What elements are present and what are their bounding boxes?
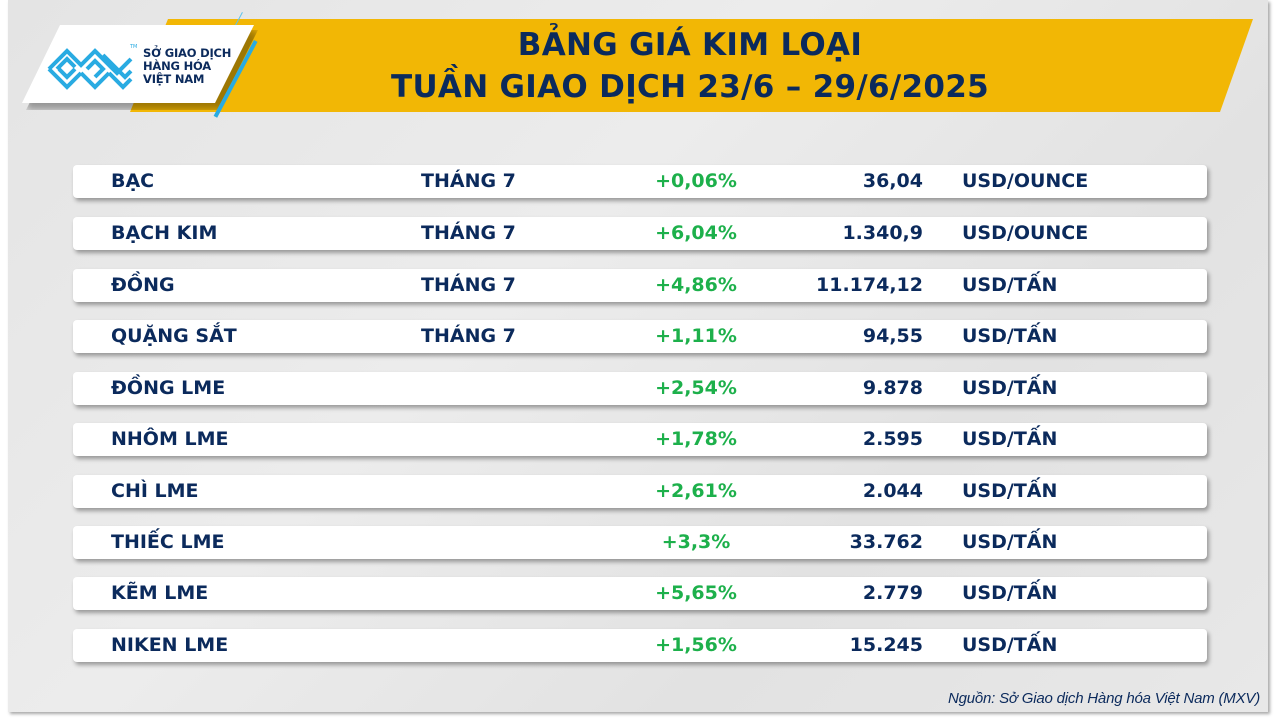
source-note: Nguồn: Sở Giao dịch Hàng hóa Việt Nam (M… (947, 690, 1260, 707)
mxv-logo-icon (47, 48, 133, 90)
table-row: BẠC THÁNG 7 +0,06% 36,04 USD/OUNCE (73, 165, 1207, 198)
title-line-1: BẢNG GIÁ KIM LOẠI (517, 27, 863, 63)
price-unit: USD/TẤN (962, 582, 1058, 604)
table-row: BẠCH KIM THÁNG 7 +6,04% 1.340,9 USD/OUNC… (73, 217, 1207, 250)
contract-month: THÁNG 7 (421, 274, 516, 296)
price-unit: USD/TẤN (962, 325, 1058, 347)
logo-text: SỞ GIAO DỊCH HÀNG HÓA VIỆT NAM (143, 47, 231, 86)
table-row: KẼM LME +5,65% 2.779 USD/TẤN (73, 577, 1207, 610)
weekly-change: +0,06% (655, 170, 737, 192)
price-value: 33.762 (849, 531, 923, 553)
price-value: 2.595 (862, 428, 923, 450)
weekly-change: +3,3% (661, 531, 731, 553)
metal-name: NIKEN LME (111, 634, 229, 656)
price-unit: USD/TẤN (962, 480, 1058, 502)
contract-month: THÁNG 7 (421, 222, 516, 244)
page-title: BẢNG GIÁ KIM LOẠI TUẦN GIAO DỊCH 23/6 – … (300, 24, 1080, 108)
table-row: NIKEN LME +1,56% 15.245 USD/TẤN (73, 629, 1207, 662)
weekly-change: +2,61% (655, 480, 737, 502)
logo-text-line-1: SỞ GIAO DỊCH (143, 46, 232, 60)
price-value: 15.245 (849, 634, 923, 656)
table-row: THIẾC LME +3,3% 33.762 USD/TẤN (73, 526, 1207, 559)
weekly-change: +1,78% (655, 428, 737, 450)
metal-name: NHÔM LME (111, 428, 229, 450)
metal-name: QUẶNG SẮT (111, 325, 237, 347)
price-value: 94,55 (862, 325, 923, 347)
table-row: ĐỒNG THÁNG 7 +4,86% 11.174,12 USD/TẤN (73, 269, 1207, 302)
price-value: 9.878 (862, 377, 923, 399)
contract-month: THÁNG 7 (421, 170, 516, 192)
price-unit: USD/OUNCE (962, 170, 1089, 192)
price-value: 11.174,12 (816, 274, 923, 296)
logo-text-line-3: VIỆT NAM (143, 72, 205, 86)
price-value: 2.779 (862, 582, 923, 604)
weekly-change: +5,65% (655, 582, 737, 604)
price-value: 36,04 (862, 170, 923, 192)
price-unit: USD/TẤN (962, 274, 1058, 296)
metal-name: ĐỒNG (111, 274, 175, 296)
weekly-change: +1,56% (655, 634, 737, 656)
trademark-label: TM (130, 44, 138, 50)
weekly-change: +4,86% (655, 274, 737, 296)
table-row: NHÔM LME +1,78% 2.595 USD/TẤN (73, 423, 1207, 456)
weekly-change: +2,54% (655, 377, 737, 399)
title-banner (130, 19, 1253, 112)
metal-name: KẼM LME (111, 582, 209, 604)
metal-name: ĐỒNG LME (111, 377, 226, 399)
price-value: 1.340,9 (842, 222, 923, 244)
metal-name: BẠC (111, 170, 155, 192)
metal-name: THIẾC LME (111, 531, 225, 553)
price-unit: USD/TẤN (962, 377, 1058, 399)
weekly-change: +1,11% (655, 325, 737, 347)
table-row: QUẶNG SẮT THÁNG 7 +1,11% 94,55 USD/TẤN (73, 320, 1207, 353)
table-row: ĐỒNG LME +2,54% 9.878 USD/TẤN (73, 372, 1207, 405)
logo-text-line-2: HÀNG HÓA (143, 59, 211, 73)
price-unit: USD/TẤN (962, 531, 1058, 553)
title-line-2: TUẦN GIAO DỊCH 23/6 – 29/6/2025 (391, 69, 989, 105)
price-unit: USD/TẤN (962, 634, 1058, 656)
table-row: CHÌ LME +2,61% 2.044 USD/TẤN (73, 475, 1207, 508)
metal-name: CHÌ LME (111, 480, 199, 502)
price-unit: USD/TẤN (962, 428, 1058, 450)
contract-month: THÁNG 7 (421, 325, 516, 347)
weekly-change: +6,04% (655, 222, 737, 244)
price-unit: USD/OUNCE (962, 222, 1089, 244)
price-value: 2.044 (862, 480, 923, 502)
metal-name: BẠCH KIM (111, 222, 218, 244)
